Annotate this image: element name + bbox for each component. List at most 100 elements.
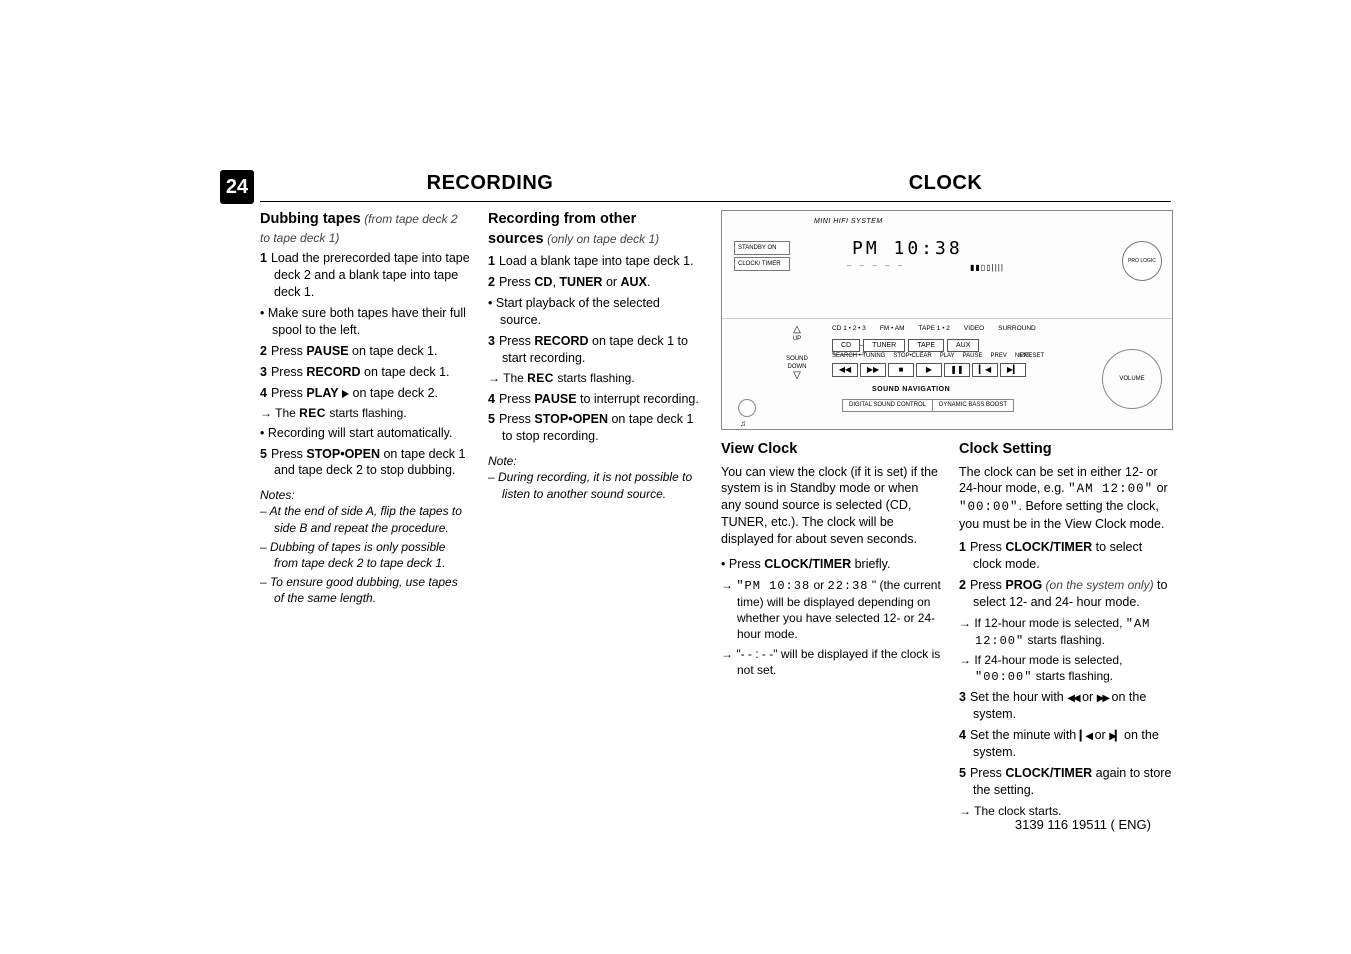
note: Dubbing of tapes is only possible from t… xyxy=(260,539,470,571)
pause-button[interactable]: ❚❚ xyxy=(944,363,970,377)
step: 1Press CLOCK/TIMER to select clock mode. xyxy=(959,539,1174,573)
step: 2Press PROG (on the system only) to sele… xyxy=(959,577,1174,611)
mode-label: FM • AM xyxy=(880,325,905,334)
volume-knob[interactable]: VOLUME xyxy=(1102,349,1162,409)
bullet: Recording will start automatically. xyxy=(260,425,470,442)
ff-button[interactable]: ▶▶ xyxy=(860,363,886,377)
rewind-button[interactable]: ◀◀ xyxy=(832,363,858,377)
page-number-badge: 24 xyxy=(220,170,254,204)
t: or xyxy=(1091,728,1109,742)
clock-setting-title: Clock Setting xyxy=(959,441,1052,457)
bullet: Press CLOCK/TIMER briefly. xyxy=(721,556,941,573)
sub-arrow: If 12-hour mode is selected, "AM 12:00" … xyxy=(959,615,1174,649)
t: "00:00" xyxy=(975,670,1032,684)
t: or xyxy=(602,275,620,289)
t: starts flashing. xyxy=(554,371,635,385)
rec-other-title-l2: sources xyxy=(488,231,544,247)
t: STOP•OPEN xyxy=(534,412,608,426)
sub-arrow: "PM 10:38 or 22:38 " (the current time) … xyxy=(721,577,941,643)
t: If 24-hour mode is selected, xyxy=(974,653,1122,667)
src-tuner-button[interactable]: TUNER xyxy=(863,339,905,352)
mode-label: VIDEO xyxy=(964,325,984,334)
step: 3Press RECORD on tape deck 1. xyxy=(260,364,470,381)
fastfwd-icon xyxy=(1097,690,1108,704)
t: STOP•OPEN xyxy=(306,447,380,461)
clock-setting-para: The clock can be set in either 12- or 24… xyxy=(959,464,1174,534)
col-recording-other: Recording from other sources (only on ta… xyxy=(488,210,703,822)
note: At the end of side A, flip the tapes to … xyxy=(260,503,470,535)
t: CLOCK/TIMER xyxy=(1005,766,1092,780)
col-view-clock: View Clock You can view the clock (if it… xyxy=(721,440,941,822)
next-button[interactable]: ▶▎ xyxy=(1000,363,1026,377)
t: Set the minute with xyxy=(970,728,1080,742)
t: Press xyxy=(271,344,306,358)
step: 2Press PAUSE on tape deck 1. xyxy=(260,343,470,360)
clock-timer-button[interactable]: CLOCK/ TIMER xyxy=(734,257,790,271)
stop-button[interactable]: ■ xyxy=(888,363,914,377)
dubbing-title: Dubbing tapes xyxy=(260,211,361,227)
prev-button[interactable]: ▎◀ xyxy=(972,363,998,377)
sub-arrow: The REC starts flashing. xyxy=(488,370,703,386)
t: If 12-hour mode is selected, xyxy=(974,616,1125,630)
t: REC xyxy=(299,406,326,420)
heading-clock: CLOCK xyxy=(720,170,1171,197)
t: on tape deck 1. xyxy=(349,344,438,358)
t: Press xyxy=(970,578,1005,592)
t: Load a blank tape into tape deck 1. xyxy=(499,254,694,268)
tiny-label: SEARCH • TUNING xyxy=(832,352,885,360)
device-brand: MINI HIFI SYSTEM xyxy=(814,217,883,226)
t: briefly. xyxy=(851,557,890,571)
t: "00:00" xyxy=(959,500,1019,514)
sound-label: SOUND xyxy=(774,355,820,363)
step: 5Press CLOCK/TIMER again to store the se… xyxy=(959,765,1174,799)
prologic-button[interactable]: PRO LOGIC xyxy=(1122,241,1162,281)
t: starts flashing. xyxy=(326,406,407,420)
rec-other-title-l1: Recording from other xyxy=(488,211,636,227)
t: Press xyxy=(271,447,306,461)
sub-arrow: If 24-hour mode is selected, "00:00" sta… xyxy=(959,652,1174,685)
t: AUX xyxy=(621,275,647,289)
t: (on the system only) xyxy=(1042,578,1153,592)
t: Press xyxy=(499,392,534,406)
device-bars-icon: ▮▮▯▯|||| xyxy=(970,263,1004,274)
standby-button[interactable]: STANDBY ON xyxy=(734,241,790,255)
step: 4Press PAUSE to interrupt recording. xyxy=(488,391,703,408)
col-dubbing-tapes: Dubbing tapes (from tape deck 2 to tape … xyxy=(260,210,470,822)
step: 1Load a blank tape into tape deck 1. xyxy=(488,253,703,270)
t: starts flashing. xyxy=(1032,669,1113,683)
t: PLAY xyxy=(306,386,338,400)
dbb-button[interactable]: DYNAMIC BASS BOOST xyxy=(932,399,1014,412)
step: 4Press PLAY on tape deck 2. xyxy=(260,385,470,402)
right-block: MINI HIFI SYSTEM PM 10:38 – – – – – ▮▮▯▯… xyxy=(721,210,1174,822)
t: The xyxy=(503,371,527,385)
src-aux-button[interactable]: AUX xyxy=(947,339,979,352)
t: Press xyxy=(499,334,534,348)
down-icon[interactable]: ▽ xyxy=(774,371,820,381)
t: on tape deck 1. xyxy=(361,365,450,379)
t: on tape deck 2. xyxy=(349,386,438,400)
t: The xyxy=(275,406,299,420)
t: Press xyxy=(970,540,1005,554)
src-tape-button[interactable]: TAPE xyxy=(908,339,944,352)
headphone-jack-icon xyxy=(738,399,756,417)
t: PAUSE xyxy=(534,392,576,406)
src-cd-button[interactable]: CD xyxy=(832,339,860,352)
t: CLOCK/TIMER xyxy=(764,557,851,571)
page-footer: 3139 116 19511 ( ENG) xyxy=(1015,816,1151,834)
tiny-label: PLAY xyxy=(940,352,955,360)
up-icon[interactable]: △ xyxy=(774,325,820,335)
t: Press xyxy=(271,386,306,400)
t: PROG xyxy=(1005,578,1042,592)
t: to interrupt recording. xyxy=(577,392,699,406)
t: starts flashing. xyxy=(1024,633,1105,647)
tiny-label: STOP•CLEAR xyxy=(893,352,931,360)
play-button[interactable]: ▶ xyxy=(916,363,942,377)
text: Load the prerecorded tape into tape deck… xyxy=(271,251,470,299)
sub-arrow: The REC starts flashing. xyxy=(260,405,470,421)
next-icon xyxy=(1109,728,1120,742)
step: 4Set the minute with or on the system. xyxy=(959,727,1174,761)
dsc-button[interactable]: DIGITAL SOUND CONTROL xyxy=(842,399,933,412)
t: Press xyxy=(271,365,306,379)
bullet: Start playback of the selected source. xyxy=(488,295,703,329)
t: Press xyxy=(499,412,534,426)
